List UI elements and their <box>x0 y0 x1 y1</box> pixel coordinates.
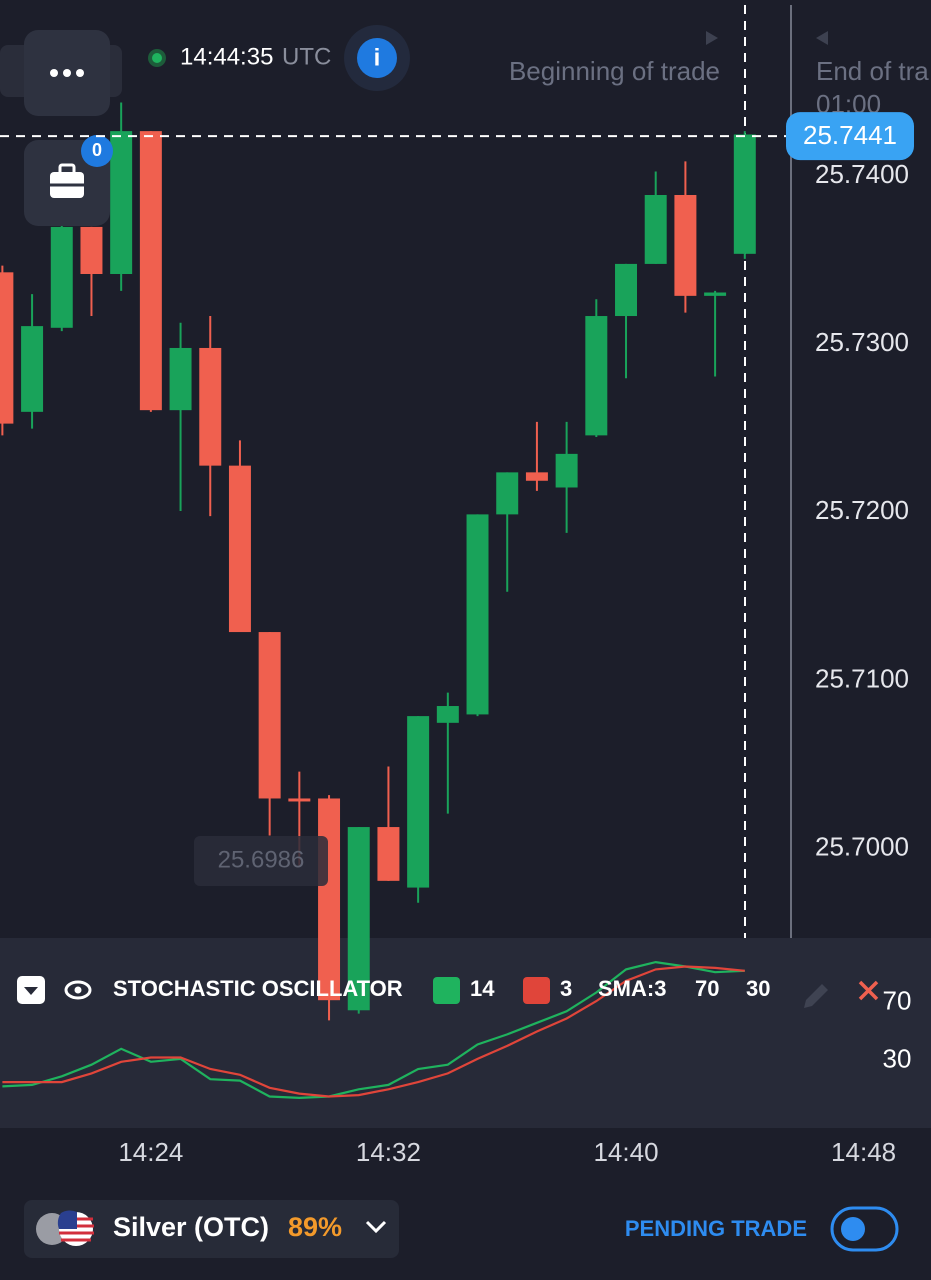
info-icon: i <box>374 44 381 71</box>
asset-name: Silver (OTC) <box>113 1212 269 1242</box>
y-tick-label: 25.7200 <box>815 495 909 525</box>
candle-body <box>139 131 162 411</box>
indicator-param: 70 <box>695 976 719 1001</box>
overlay-layer: 0 14:44:35 UTC i Beginning of trade End … <box>0 25 929 1258</box>
candle-body <box>347 827 370 1011</box>
candle-body <box>615 263 637 317</box>
candle-body <box>555 453 578 488</box>
badge-count: 0 <box>92 140 102 160</box>
candle-body <box>258 632 281 799</box>
candle-body <box>704 292 727 296</box>
low-label: 25.6986 <box>218 846 305 873</box>
candle-body <box>733 134 756 254</box>
candle-body <box>228 465 251 633</box>
y-tick-label: 25.7000 <box>815 831 909 861</box>
dot <box>50 69 58 77</box>
edit-icon[interactable] <box>804 984 828 1008</box>
candle-body <box>525 472 548 481</box>
candle-body <box>644 194 667 264</box>
candle-body <box>496 472 519 515</box>
oscillator-panel <box>0 938 931 1128</box>
current-price-tag <box>786 112 914 161</box>
oscillator-line <box>2 960 745 1100</box>
clock-time: 14:44:35 <box>180 43 273 70</box>
legend-swatch <box>433 977 460 1004</box>
candle-body <box>585 316 608 436</box>
indicator-title: STOCHASTIC OSCILLATOR <box>113 976 403 1001</box>
pending-trade-label[interactable]: PENDING TRADE <box>625 1216 807 1241</box>
legend-swatch <box>523 977 550 1004</box>
candle-body <box>80 226 103 275</box>
badge <box>81 135 113 167</box>
toggle-knob <box>841 1217 865 1241</box>
y-tick-label: 25.7400 <box>815 159 909 189</box>
end-label: End of tra <box>816 56 929 86</box>
y-tick-label: 70 <box>883 985 912 1015</box>
collapse-icon <box>24 987 38 995</box>
candle-body <box>199 347 222 466</box>
remove-icon[interactable] <box>858 980 879 1001</box>
indicator-param: 30 <box>746 976 770 1001</box>
payout: 89% <box>288 1212 342 1242</box>
clock-dot <box>152 53 162 63</box>
dot <box>76 69 84 77</box>
candle-body <box>407 716 430 888</box>
candle-body <box>377 827 400 881</box>
current-price-label: 25.7441 <box>803 120 897 150</box>
y-tick-label: 25.7100 <box>815 663 909 693</box>
candle-body <box>0 272 14 424</box>
asset-selector[interactable] <box>24 1200 399 1258</box>
eye-icon[interactable] <box>64 980 92 1000</box>
dot <box>63 69 71 77</box>
end-arrow <box>816 31 828 45</box>
x-tick-label: 14:24 <box>118 1137 183 1167</box>
indicator-param: SMA:3 <box>598 976 666 1001</box>
y-tick-label: 30 <box>883 1043 912 1073</box>
clock-zone: UTC <box>282 43 331 70</box>
x-tick-label: 14:48 <box>831 1137 896 1167</box>
chevron <box>365 1220 387 1234</box>
beginning-label: Beginning of trade <box>509 56 720 86</box>
briefcase-handle <box>58 163 76 176</box>
candle-body <box>288 798 311 802</box>
legend-label: 14 <box>470 976 495 1001</box>
flag-canton <box>57 1210 77 1229</box>
oscillator-line <box>2 965 745 1098</box>
low-label-box <box>194 836 328 886</box>
x-tick-label: 14:32 <box>356 1137 421 1167</box>
y-tick-label: 25.7300 <box>815 327 909 357</box>
marks-layer <box>0 102 756 1100</box>
info-button[interactable] <box>357 38 397 78</box>
eye-pupil <box>74 986 82 994</box>
candle-body <box>21 326 44 412</box>
candle-body <box>50 226 73 328</box>
pending-toggle[interactable] <box>830 1206 899 1252</box>
begin-arrow <box>706 31 718 45</box>
x-tick-label: 14:40 <box>593 1137 658 1167</box>
legend-label: 3 <box>560 976 572 1001</box>
candle-body <box>466 514 489 715</box>
candle-body <box>436 706 459 723</box>
candle-body <box>318 798 341 1001</box>
candle-body <box>169 347 192 411</box>
candle-body <box>110 131 133 275</box>
candle-body <box>674 194 697 296</box>
